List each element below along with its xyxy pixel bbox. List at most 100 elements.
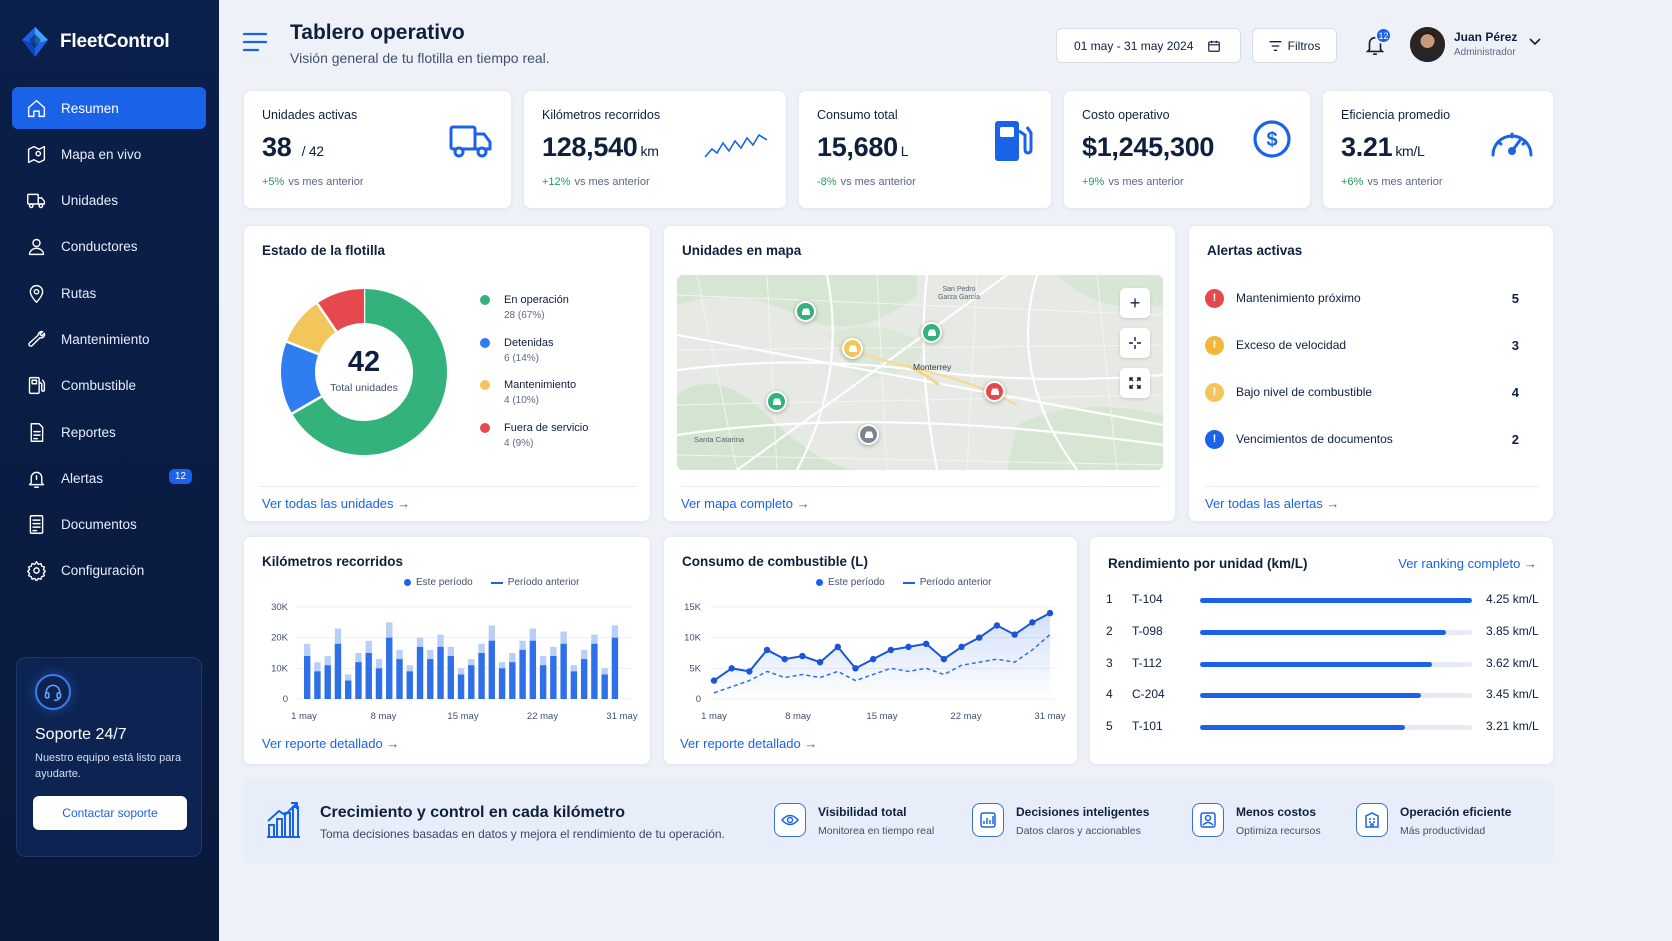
ranking-row[interactable]: 5 T-101 3.21 km/L	[1106, 718, 1546, 736]
growth-chart-icon	[267, 802, 300, 838]
kpi-card-km: Kilómetros recorridos 128,540 km +12% vs m…	[523, 90, 787, 209]
link-label: Ver reporte detallado	[680, 736, 801, 751]
rank-bar-track	[1200, 629, 1472, 635]
rank-value: 3.62 km/L	[1486, 655, 1539, 670]
chart-icon	[972, 803, 1004, 837]
rank-number: 2	[1106, 623, 1113, 638]
kpi-label: Unidades activas	[262, 108, 358, 122]
x-tick-label: 15 may	[866, 711, 897, 722]
filter-icon	[1269, 40, 1282, 51]
wrench-icon	[28, 330, 46, 347]
building-icon	[1356, 803, 1388, 837]
fullscreen-button[interactable]	[1120, 368, 1150, 398]
sidebar-item-1[interactable]: Resumen	[12, 87, 206, 129]
ranking-row[interactable]: 4 C-204 3.45 km/L	[1106, 686, 1546, 704]
view-ranking-link[interactable]: Ver ranking completo →	[1398, 556, 1537, 571]
page-title: Tablero operativo	[290, 21, 465, 44]
bar-previous	[580, 659, 588, 699]
vehicle-marker[interactable]	[842, 338, 863, 359]
alert-item[interactable]: ! Vencimientos de documentos 2	[1205, 427, 1525, 451]
avatar[interactable]	[1410, 27, 1445, 62]
x-tick-label: 31 may	[606, 711, 637, 722]
legend-detail: 6 (14%)	[504, 352, 540, 364]
bar-previous	[468, 665, 475, 699]
view-full-map-link[interactable]: Ver mapa completo →	[681, 496, 810, 511]
vehicle-marker[interactable]	[795, 301, 816, 322]
donut-separator	[286, 340, 319, 356]
zoom-in-button[interactable]: +	[1120, 288, 1150, 318]
alert-item[interactable]: ! Exceso de velocidad 3	[1205, 333, 1525, 357]
x-tick-label: 1 may	[701, 711, 727, 722]
alerts-badge: 12	[168, 469, 192, 485]
sidebar-item-3[interactable]: Unidades	[12, 180, 206, 222]
car-icon	[772, 398, 781, 405]
kpi-value: 128,540 km	[542, 132, 659, 163]
kpi-unit: km/L	[1395, 143, 1425, 159]
contact-support-button[interactable]: Contactar soporte	[33, 796, 187, 830]
view-all-units-link[interactable]: Ver todas las unidades →	[262, 496, 410, 511]
bar-previous	[334, 643, 342, 699]
alert-label: Exceso de velocidad	[1236, 338, 1347, 352]
legend-previous: Período anterior	[490, 577, 579, 588]
fuel-report-link[interactable]: Ver reporte detallado →	[680, 736, 817, 751]
alert-count: 2	[1511, 431, 1519, 447]
x-tick-label: 8 may	[371, 711, 397, 722]
alert-item[interactable]: ! Mantenimiento próximo 5	[1205, 286, 1525, 310]
filters-button[interactable]: Filtros	[1252, 28, 1337, 63]
ranking-row[interactable]: 3 T-112 3.62 km/L	[1106, 655, 1546, 673]
sidebar-item-11[interactable]: Configuración	[12, 550, 206, 592]
sidebar-item-5[interactable]: Rutas	[12, 272, 206, 314]
kpi-label: Consumo total	[817, 108, 898, 122]
feature-sub: Monitorea en tiempo real	[818, 825, 935, 837]
fleet-map[interactable]: San Pedro Garza García Monterrey Santa C…	[677, 275, 1163, 470]
date-range-value: 01 may - 31 may 2024	[1074, 38, 1194, 53]
vehicle-marker[interactable]	[858, 424, 879, 445]
vehicle-marker[interactable]	[766, 391, 787, 412]
donut-segment	[286, 303, 338, 355]
x-tick-label: 8 may	[785, 711, 811, 722]
ranking-row[interactable]: 1 T-104 4.25 km/L	[1106, 591, 1546, 609]
km-report-link[interactable]: Ver reporte detallado →	[262, 736, 399, 751]
view-all-alerts-link[interactable]: Ver todas las alertas →	[1205, 496, 1339, 511]
banner-title: Crecimiento y control en cada kilómetro	[320, 804, 625, 821]
bar-previous	[355, 662, 362, 699]
km-bar-chart: 0 10K 20K 30K 1 may 8 may 15 may 22 may 31 may	[271, 602, 638, 722]
alert-item[interactable]: ! Bajo nivel de combustible 4	[1205, 380, 1525, 404]
sidebar-item-label: Rutas	[61, 285, 97, 301]
kpi-value: 3.21 km/L	[1341, 132, 1425, 163]
series-current-line	[713, 612, 1051, 682]
brand[interactable]: FleetControl	[20, 26, 170, 58]
sidebar-item-9[interactable]: Alertas 12	[12, 457, 206, 499]
kpi-delta-value: +6%	[1341, 176, 1364, 188]
legend-label: En operación	[504, 294, 569, 306]
sidebar-item-4[interactable]: Conductores	[12, 226, 206, 268]
legend-dot	[480, 337, 490, 348]
data-point	[869, 655, 877, 663]
alert-icon: !	[1205, 335, 1224, 355]
sidebar-item-7[interactable]: Combustible	[12, 365, 206, 407]
legend-previous: Período anterior	[902, 577, 991, 588]
sidebar-item-8[interactable]: Reportes	[12, 411, 206, 453]
vehicle-marker[interactable]	[921, 322, 942, 343]
crosshair-icon	[1129, 337, 1141, 349]
rank-bar-track	[1200, 725, 1472, 731]
car-icon	[848, 345, 857, 352]
locate-button[interactable]	[1120, 328, 1150, 358]
date-range-picker[interactable]: 01 may - 31 may 2024	[1056, 28, 1241, 63]
menu-icon[interactable]	[243, 32, 267, 52]
sidebar-item-10[interactable]: Documentos	[12, 504, 206, 546]
vehicle-marker[interactable]	[984, 381, 1005, 402]
data-point	[834, 643, 841, 651]
y-tick-label: 0	[696, 694, 701, 705]
bar-previous	[365, 653, 372, 699]
bar-previous	[457, 674, 465, 699]
data-point	[887, 646, 895, 654]
chevron-down-icon[interactable]	[1529, 38, 1541, 46]
ranking-row[interactable]: 2 T-098 3.85 km/L	[1106, 623, 1546, 641]
sidebar-item-6[interactable]: Mantenimiento	[12, 318, 206, 360]
rank-value: 3.21 km/L	[1486, 719, 1539, 734]
sidebar-item-2[interactable]: Mapa en vivo	[12, 133, 206, 175]
kpi-delta-value: -8%	[817, 176, 837, 188]
feature-title: Decisiones inteligentes	[1016, 805, 1150, 819]
bar-previous	[416, 646, 424, 699]
